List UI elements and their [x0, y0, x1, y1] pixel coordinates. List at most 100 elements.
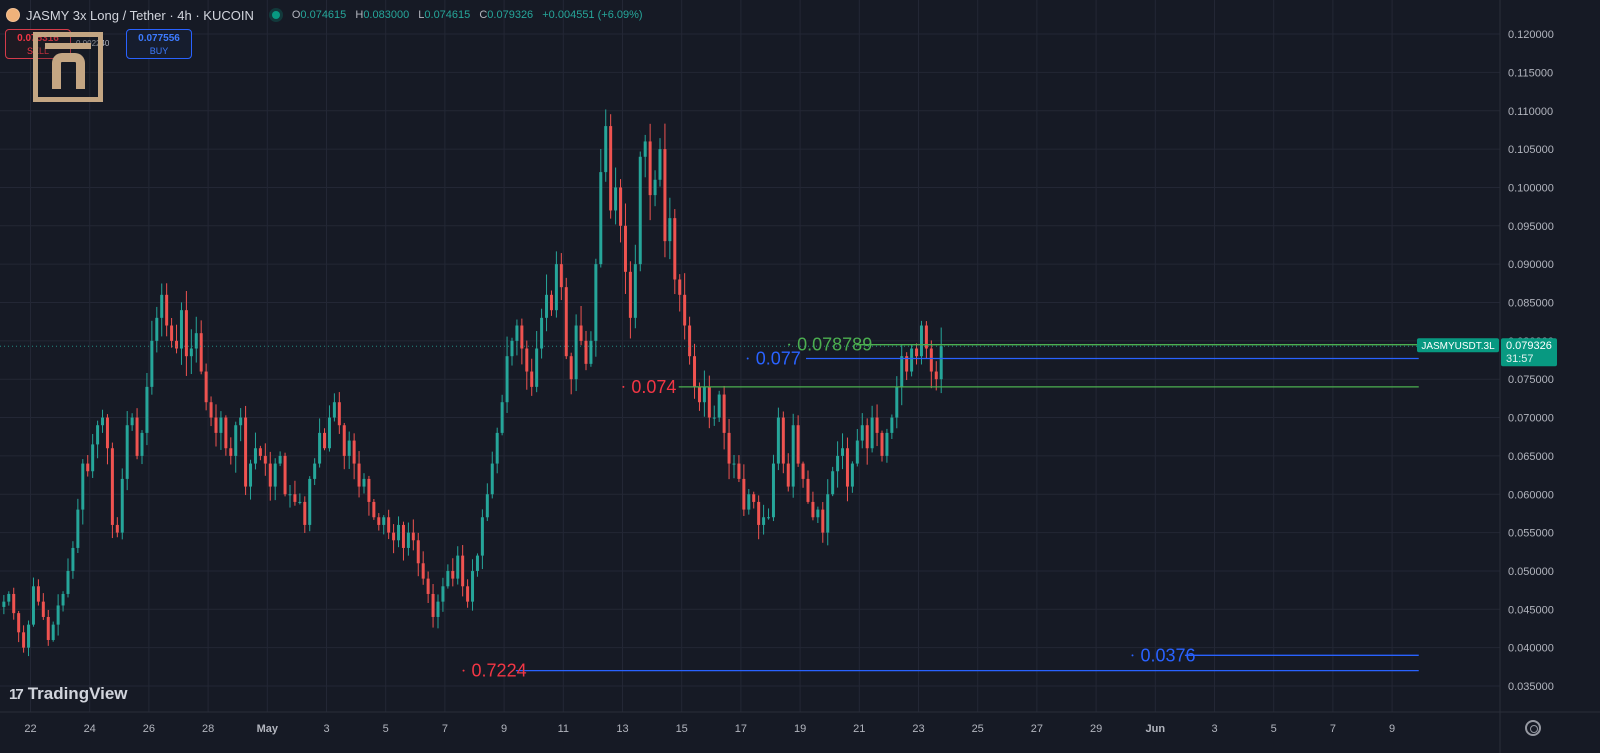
candle-body: [776, 417, 780, 464]
candle-body: [456, 555, 460, 579]
candle-body: [693, 356, 697, 387]
price-change: +0.004551 (+6.09%): [542, 9, 643, 21]
candle-body: [224, 417, 228, 449]
candle-body: [668, 218, 672, 242]
candle-body: [461, 555, 465, 587]
price-tick-label: 0.045000: [1508, 604, 1554, 616]
time-tick-label: 7: [442, 723, 448, 735]
level-anchor: [462, 669, 465, 672]
ohlc-values: O0.074615 H0.083000 L0.074615 C0.079326 …: [291, 9, 643, 21]
time-axis[interactable]: 22 24 26 28 May 3 5 7 9 11 13 15 17 19 21 23 25 27 29 Jun 3 5…: [24, 723, 1395, 735]
candle-body: [135, 417, 139, 456]
symbol-title[interactable]: JASMY 3x Long / Tether · 4h · KUCOIN: [26, 7, 254, 23]
candle-body: [727, 432, 731, 464]
level-anchor: [1131, 654, 1134, 657]
candle-body: [51, 624, 55, 640]
candle-body: [737, 463, 741, 479]
candle-body: [919, 325, 923, 357]
candle-body: [258, 448, 262, 456]
time-tick-label: 24: [84, 723, 96, 735]
tradingview-logo[interactable]: 17 TradingView: [9, 684, 128, 704]
candle-body: [86, 463, 90, 472]
time-tick-label: 9: [501, 723, 507, 735]
candle-body: [66, 570, 70, 594]
price-tick-label: 0.075000: [1508, 374, 1554, 386]
candle-body: [36, 586, 40, 602]
market-status-icon: [271, 11, 280, 19]
candle-body: [110, 448, 114, 525]
candle-body: [105, 417, 109, 449]
candle-body: [554, 264, 558, 311]
candle-body: [609, 126, 613, 211]
candle-body: [653, 179, 657, 196]
candle-body: [836, 455, 840, 472]
candle-body: [589, 340, 593, 364]
candle-body: [441, 586, 445, 602]
coin-icon: [6, 8, 20, 22]
candle-body: [471, 570, 475, 602]
candle-body: [929, 348, 933, 372]
candle-body: [574, 325, 578, 380]
candle-body: [27, 624, 31, 648]
candle-body: [115, 524, 119, 533]
candle-body: [535, 348, 539, 387]
time-tick-label: 5: [1271, 723, 1277, 735]
candle-body: [915, 348, 919, 357]
candle-body: [485, 494, 489, 518]
candle-body: [204, 371, 208, 403]
price-tick-label: 0.035000: [1508, 681, 1554, 693]
candle-body: [332, 402, 336, 418]
candle-body: [540, 317, 544, 349]
level-label: 0.7224: [472, 661, 527, 681]
chart-legend[interactable]: JASMY 3x Long / Tether · 4h · KUCOIN O0.…: [6, 6, 643, 24]
buy-button[interactable]: 0.077556 BUY: [126, 29, 192, 59]
candle-body: [722, 394, 726, 433]
gear-icon[interactable]: [1525, 720, 1541, 736]
time-tick-label: 9: [1389, 723, 1395, 735]
price-tick-label: 0.090000: [1508, 259, 1554, 271]
candle-body: [96, 425, 100, 445]
candle-body: [125, 425, 129, 479]
candle-body: [865, 425, 869, 449]
time-tick-label: 3: [323, 723, 329, 735]
time-tick-label: 23: [912, 723, 924, 735]
candle-body: [658, 149, 662, 180]
candle-body: [229, 448, 233, 456]
candle-body: [604, 126, 608, 173]
candle-body: [841, 448, 845, 456]
time-tick-label: 17: [735, 723, 747, 735]
candle-body: [545, 294, 549, 318]
candle-body: [747, 494, 751, 510]
candle-body: [880, 432, 884, 456]
candle-body: [416, 540, 420, 564]
level-label: 0.074: [631, 377, 676, 397]
spread-value: 0.002240: [76, 39, 110, 48]
candle-body: [327, 417, 331, 449]
candle-body: [446, 570, 450, 587]
candle-body: [643, 141, 647, 157]
candle-body: [411, 532, 415, 541]
time-tick-label: 26: [143, 723, 155, 735]
candle-body: [12, 593, 16, 614]
candle-body: [648, 141, 652, 196]
price-axis[interactable]: 0.035000 0.040000 0.045000 0.050000 0.055000…: [1508, 29, 1554, 693]
candle-body: [342, 425, 346, 456]
candle-body: [91, 444, 95, 472]
candle-body: [786, 463, 790, 487]
time-tick-label: 22: [24, 723, 36, 735]
candle-body: [46, 616, 50, 640]
candle-body: [569, 356, 573, 380]
candle-body: [688, 325, 692, 357]
candle-body: [71, 547, 75, 571]
candle-body: [638, 156, 642, 265]
price-tick-label: 0.100000: [1508, 182, 1554, 194]
candle-body: [500, 402, 504, 433]
time-tick-label: 25: [972, 723, 984, 735]
candle-body: [357, 463, 361, 487]
candle-body: [885, 432, 889, 456]
candle-body: [697, 386, 701, 403]
